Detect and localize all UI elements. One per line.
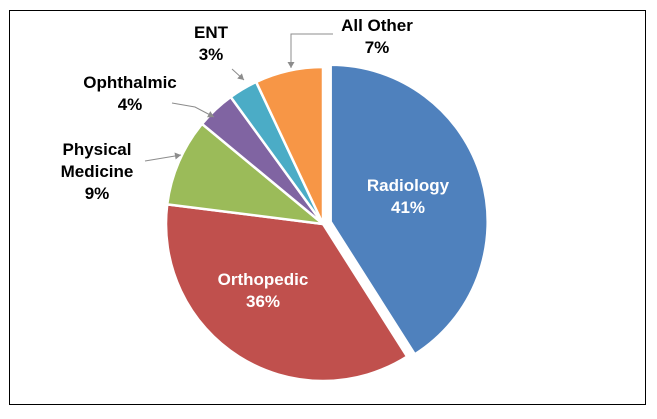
pie-slice-physical-medicine [165, 122, 325, 226]
leader-arrow-physical-medicine [174, 152, 181, 160]
slice-name: ENT [194, 23, 229, 42]
leader-lines [144, 33, 333, 162]
pie-slices [164, 63, 489, 383]
slice-labels: Radiology 41% Orthopedic 36% Physical Medicin… [61, 16, 450, 311]
slice-name: Orthopedic [218, 270, 309, 289]
slice-label-physical-medicine: Physical Medicine 9% [61, 140, 134, 203]
slice-percent: 9% [85, 184, 110, 203]
slice-name: Radiology [367, 176, 450, 195]
leader-arrow-ent [237, 73, 244, 80]
leader-line-ophthalmic [171, 102, 215, 118]
slice-percent: 41% [391, 198, 425, 217]
slice-name: All Other [341, 16, 413, 35]
slice-label-ophthalmic: Ophthalmic 4% [83, 73, 177, 114]
slice-label-orthopedic: Orthopedic 36% [218, 270, 309, 311]
leader-line-physical-medicine [144, 154, 182, 162]
pie-slice-radiology [329, 63, 489, 356]
pie-slice-orthopedic [164, 203, 409, 383]
slice-name: Medicine [61, 162, 134, 181]
leader-arrow-ophthalmic [207, 111, 214, 118]
slice-name: Physical [63, 140, 132, 159]
leader-line-all-other [290, 33, 333, 68]
pie-slice-all-other [254, 65, 325, 226]
slice-label-ent: ENT 3% [194, 23, 229, 64]
slice-label-radiology: Radiology 41% [367, 176, 450, 217]
slice-name: Ophthalmic [83, 73, 177, 92]
leader-arrow-all-other [287, 62, 295, 68]
slice-label-all-other: All Other 7% [341, 16, 413, 57]
slice-percent: 3% [199, 45, 224, 64]
slice-percent: 36% [246, 292, 280, 311]
slice-percent: 4% [118, 95, 143, 114]
slice-percent: 7% [365, 38, 390, 57]
